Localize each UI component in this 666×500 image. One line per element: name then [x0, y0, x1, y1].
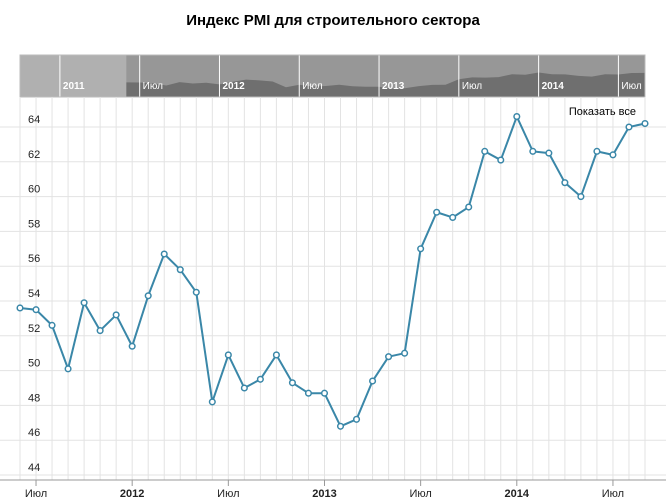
- data-point[interactable]: [304, 389, 313, 397]
- data-point[interactable]: [48, 321, 56, 329]
- navigator-border: [19, 54, 646, 98]
- y-tick-label: 44: [28, 462, 40, 474]
- navigator-label: 2013: [382, 81, 405, 92]
- data-point[interactable]: [593, 147, 601, 155]
- axes: 44 46 48 50 52 54 56 58 60 62 64 Июл 2012 Июл 2013 Июл 2…: [0, 114, 666, 500]
- y-tick-label: 62: [28, 149, 40, 161]
- data-point[interactable]: [625, 123, 633, 131]
- chart-title: Индекс PMI для строительного сектора: [186, 12, 480, 29]
- data-point[interactable]: [144, 292, 152, 300]
- data-point[interactable]: [369, 377, 377, 385]
- grid: [0, 97, 666, 480]
- data-point[interactable]: [128, 342, 136, 350]
- navigator-unselected: [20, 55, 127, 97]
- navigator-area: [126, 72, 645, 97]
- data-point[interactable]: [272, 351, 280, 359]
- x-tick-label: Июл: [217, 488, 239, 500]
- data-point[interactable]: [96, 327, 104, 335]
- data-point[interactable]: [192, 288, 200, 296]
- y-tick-label: 52: [28, 323, 40, 335]
- x-tick-label: 2012: [120, 488, 144, 500]
- y-tick-label: 64: [28, 114, 40, 126]
- data-point[interactable]: [417, 245, 425, 253]
- data-point[interactable]: [160, 250, 168, 258]
- data-point[interactable]: [176, 266, 184, 274]
- data-point[interactable]: [256, 375, 264, 383]
- data-point[interactable]: [112, 311, 120, 319]
- data-point[interactable]: [641, 119, 649, 128]
- navigator-label: Июл: [462, 81, 482, 92]
- navigator-label: Июл: [143, 81, 163, 92]
- x-tick-label: 2013: [312, 488, 336, 500]
- data-point[interactable]: [481, 147, 489, 155]
- data-point[interactable]: [497, 156, 505, 164]
- data-point[interactable]: [208, 398, 216, 406]
- x-tick-label: Июл: [602, 488, 624, 500]
- y-tick-label: 54: [28, 288, 40, 300]
- x-tick-label: Июл: [409, 488, 431, 500]
- show-all-button[interactable]: Показать все: [568, 106, 636, 118]
- data-point[interactable]: [352, 415, 361, 423]
- range-navigator[interactable]: 2011 Июл 2012 Июл 2013 Июл 2014 Июл: [19, 54, 646, 98]
- data-point[interactable]: [561, 179, 569, 187]
- x-tick-label: Июл: [25, 488, 47, 500]
- x-tick-label: 2014: [505, 488, 530, 500]
- data-point[interactable]: [529, 147, 537, 155]
- y-tick-label: 46: [28, 427, 40, 439]
- navigator-label: 2014: [542, 81, 565, 92]
- data-point[interactable]: [224, 351, 232, 359]
- data-point[interactable]: [609, 151, 617, 159]
- navigator-label: Июл: [621, 81, 641, 92]
- y-tick-label: 56: [28, 253, 40, 265]
- data-point[interactable]: [401, 349, 409, 357]
- navigator-label: Июл: [302, 81, 322, 92]
- y-tick-label: 48: [28, 392, 40, 404]
- data-point[interactable]: [80, 299, 88, 307]
- data-point[interactable]: [577, 193, 585, 201]
- data-point[interactable]: [240, 384, 248, 392]
- data-point[interactable]: [336, 422, 345, 430]
- data-point[interactable]: [465, 203, 473, 211]
- data-point[interactable]: [513, 113, 521, 121]
- y-tick-label: 50: [28, 358, 40, 370]
- series-line: [19, 115, 646, 428]
- data-point[interactable]: [433, 208, 441, 216]
- data-point[interactable]: [545, 149, 553, 157]
- data-point[interactable]: [320, 389, 329, 397]
- data-point[interactable]: [385, 353, 393, 361]
- navigator-label: 2011: [63, 81, 85, 92]
- data-point[interactable]: [288, 379, 296, 387]
- data-point[interactable]: [16, 304, 24, 312]
- y-tick-label: 60: [28, 184, 40, 196]
- data-point[interactable]: [449, 213, 457, 222]
- y-tick-label: 58: [28, 218, 40, 230]
- navigator-label: 2012: [222, 81, 245, 92]
- data-point[interactable]: [32, 306, 40, 314]
- data-point[interactable]: [64, 365, 72, 373]
- series-pmi: [16, 113, 649, 430]
